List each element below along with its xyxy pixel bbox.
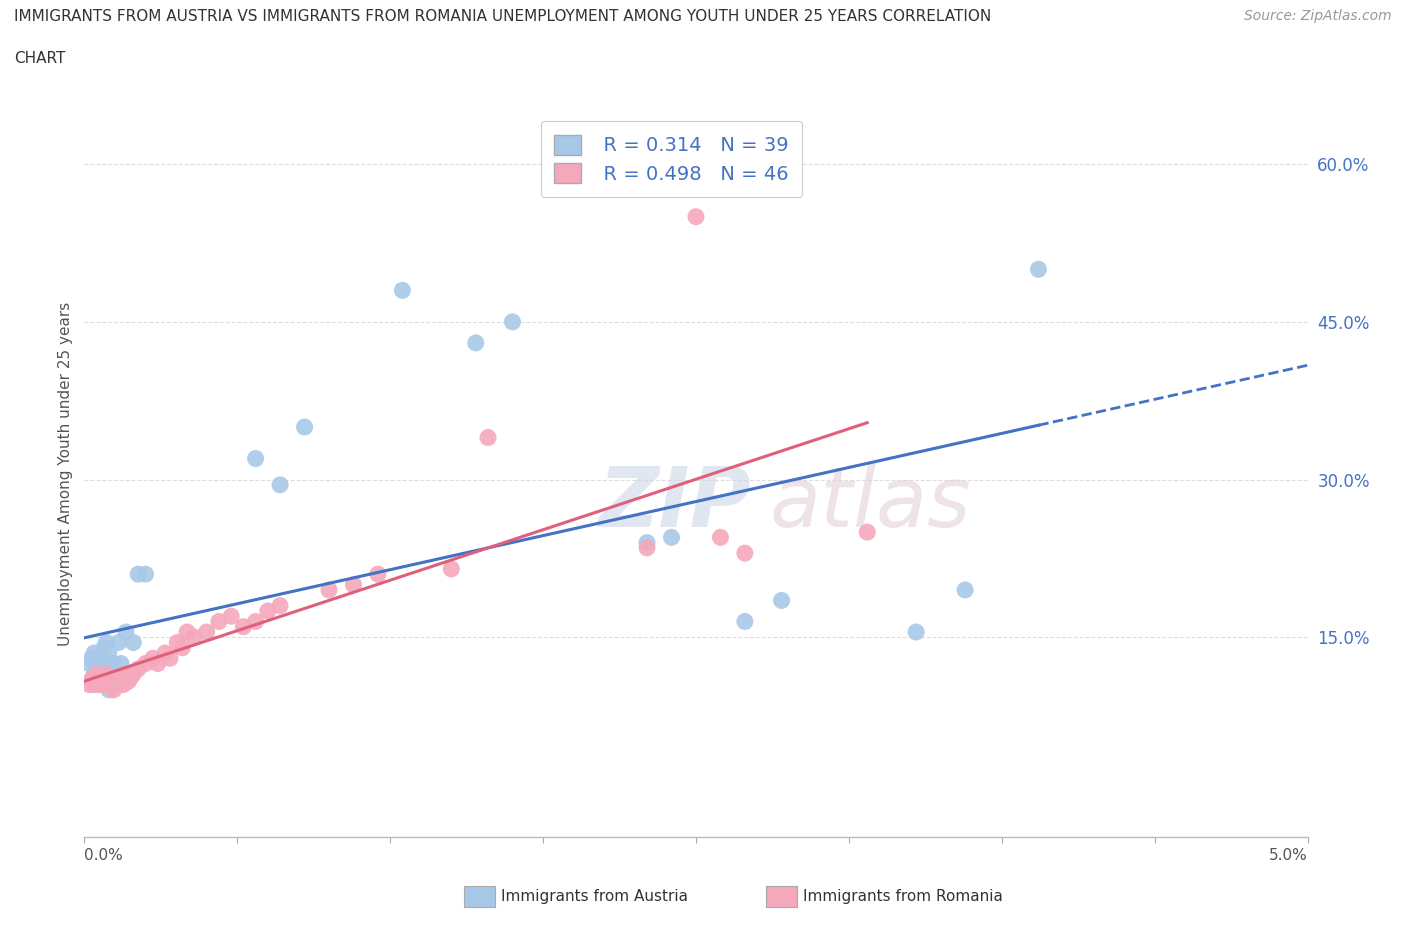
- Point: [80, 671, 103, 686]
- Point: [83, 645, 105, 660]
- Point: [477, 430, 499, 445]
- Point: [502, 314, 524, 329]
- Point: [100, 671, 122, 686]
- Point: [661, 530, 683, 545]
- Text: IMMIGRANTS FROM AUSTRIA VS IMMIGRANTS FROM ROMANIA UNEMPLOYMENT AMONG YOUTH UNDE: IMMIGRANTS FROM AUSTRIA VS IMMIGRANTS FR…: [14, 9, 991, 24]
- Point: [87, 656, 110, 671]
- Point: [100, 661, 122, 676]
- Point: [96, 667, 118, 682]
- Point: [90, 671, 112, 686]
- Point: [257, 604, 280, 618]
- Legend:   R = 0.314   N = 39,   R = 0.498   N = 46: R = 0.314 N = 39, R = 0.498 N = 46: [541, 121, 803, 197]
- Point: [127, 661, 149, 676]
- Point: [96, 635, 118, 650]
- Point: [1028, 262, 1050, 277]
- Point: [440, 562, 463, 577]
- Text: 5.0%: 5.0%: [1268, 847, 1308, 862]
- Point: [110, 670, 132, 684]
- Point: [105, 677, 128, 692]
- Point: [734, 614, 756, 629]
- Point: [77, 656, 100, 671]
- Point: [159, 651, 181, 666]
- Point: [770, 593, 793, 608]
- Point: [86, 677, 108, 692]
- Point: [93, 641, 115, 656]
- Point: [86, 651, 108, 666]
- Point: [83, 677, 105, 692]
- Point: [953, 582, 976, 597]
- Text: Source: ZipAtlas.com: Source: ZipAtlas.com: [1244, 9, 1392, 23]
- Point: [318, 582, 340, 597]
- Point: [342, 578, 364, 592]
- Text: Immigrants from Romania: Immigrants from Romania: [803, 889, 1002, 904]
- Point: [97, 677, 120, 692]
- Point: [905, 625, 928, 640]
- Point: [232, 619, 254, 634]
- Point: [93, 667, 115, 682]
- Point: [195, 625, 218, 640]
- Point: [294, 419, 316, 434]
- Point: [153, 645, 176, 660]
- Point: [115, 625, 138, 640]
- Point: [245, 614, 267, 629]
- Point: [685, 209, 707, 224]
- Point: [127, 566, 149, 581]
- Point: [87, 671, 110, 686]
- Point: [87, 677, 110, 692]
- Point: [146, 656, 169, 671]
- Text: Immigrants from Austria: Immigrants from Austria: [501, 889, 688, 904]
- Point: [112, 667, 135, 682]
- Point: [110, 656, 132, 671]
- Point: [90, 651, 112, 666]
- Point: [135, 566, 157, 581]
- Point: [107, 635, 129, 650]
- Point: [112, 677, 135, 692]
- Point: [391, 283, 413, 298]
- Point: [107, 674, 129, 689]
- Point: [103, 656, 125, 671]
- Point: [142, 651, 165, 666]
- Text: ZIP: ZIP: [598, 463, 751, 544]
- Point: [245, 451, 267, 466]
- Point: [208, 614, 231, 629]
- Point: [636, 540, 658, 555]
- Point: [83, 667, 105, 682]
- Point: [367, 566, 389, 581]
- Point: [122, 667, 145, 682]
- Point: [636, 535, 658, 550]
- Point: [183, 630, 205, 644]
- Point: [176, 625, 198, 640]
- Point: [709, 530, 731, 545]
- Point: [115, 667, 138, 682]
- Point: [464, 336, 486, 351]
- Point: [856, 525, 879, 539]
- Point: [97, 683, 120, 698]
- Point: [269, 598, 291, 613]
- Point: [97, 645, 120, 660]
- Point: [77, 677, 100, 692]
- Point: [172, 641, 194, 656]
- Point: [80, 651, 103, 666]
- Point: [90, 677, 112, 692]
- Point: [122, 635, 145, 650]
- Point: [93, 677, 115, 692]
- Y-axis label: Unemployment Among Youth under 25 years: Unemployment Among Youth under 25 years: [58, 302, 73, 646]
- Point: [120, 670, 142, 684]
- Point: [734, 546, 756, 561]
- Text: 0.0%: 0.0%: [84, 847, 124, 862]
- Point: [269, 477, 291, 492]
- Point: [105, 671, 128, 686]
- Text: CHART: CHART: [14, 51, 66, 66]
- Point: [135, 656, 157, 671]
- Point: [96, 661, 118, 676]
- Point: [103, 683, 125, 698]
- Point: [86, 667, 108, 682]
- Text: atlas: atlas: [769, 463, 972, 544]
- Point: [166, 635, 188, 650]
- Point: [117, 674, 139, 689]
- Point: [219, 609, 242, 624]
